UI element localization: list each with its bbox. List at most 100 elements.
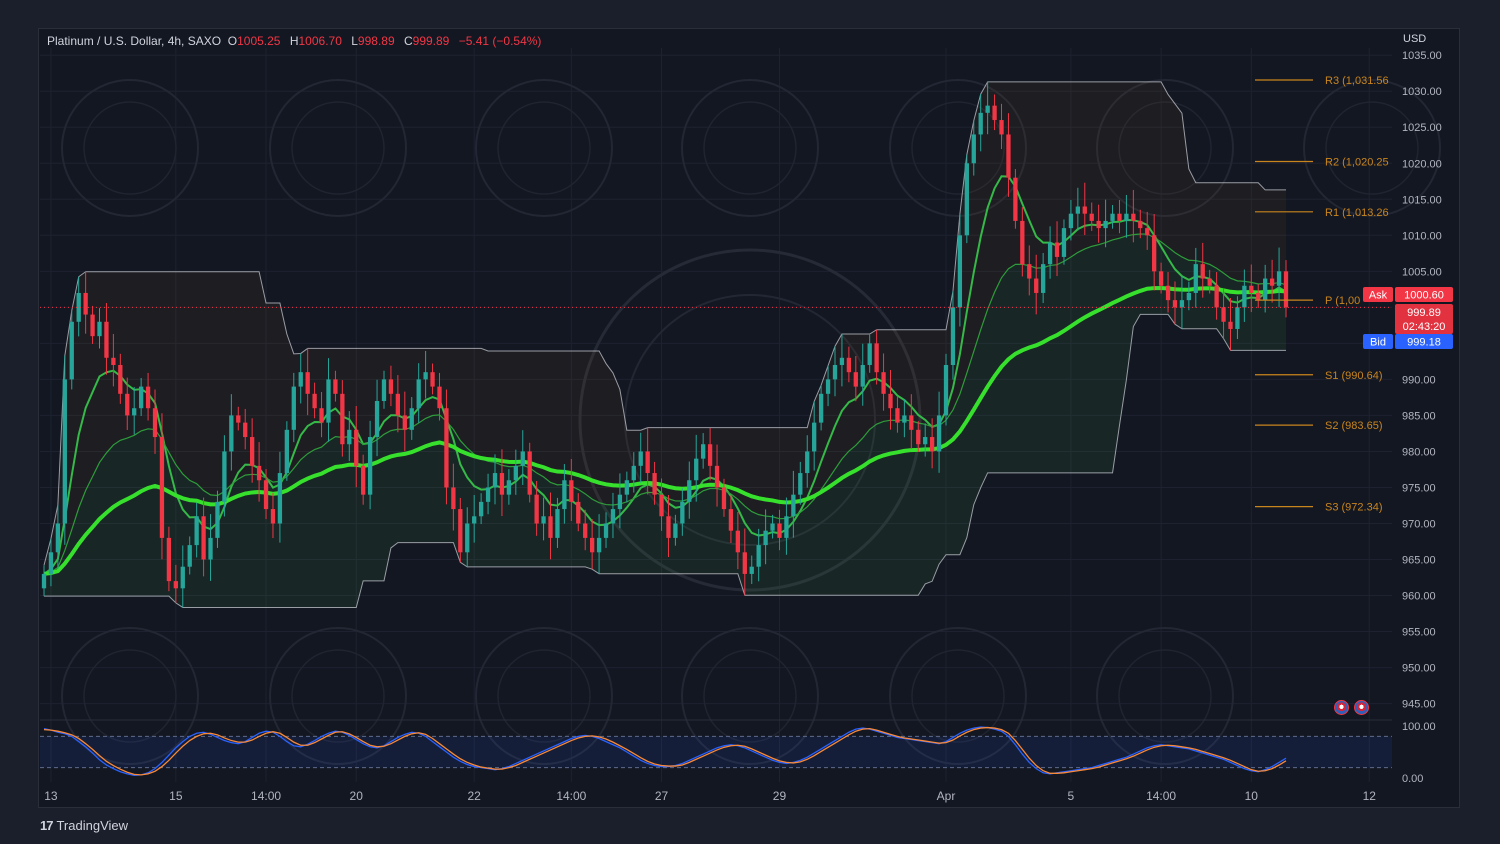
candle-body[interactable] — [416, 379, 421, 409]
candle-body[interactable] — [159, 437, 165, 538]
candle-body[interactable] — [83, 292, 88, 315]
candle-body[interactable] — [701, 444, 706, 459]
candle-body[interactable] — [839, 357, 845, 365]
candle-body[interactable] — [1061, 228, 1067, 257]
candle-body[interactable] — [1179, 300, 1185, 308]
candle-body[interactable] — [62, 379, 67, 524]
candle-body[interactable] — [950, 307, 956, 365]
candle-body[interactable] — [201, 516, 206, 560]
candle-body[interactable] — [236, 415, 241, 423]
candle-body[interactable] — [971, 134, 976, 164]
candle-body[interactable] — [818, 393, 824, 423]
candle-body[interactable] — [735, 530, 741, 553]
candle-body[interactable] — [1082, 206, 1087, 214]
candle-body[interactable] — [742, 552, 747, 574]
candle-body[interactable] — [777, 523, 782, 538]
candle-body[interactable] — [1214, 285, 1219, 308]
candle-body[interactable] — [860, 364, 865, 387]
candle-body[interactable] — [680, 501, 685, 524]
candle-body[interactable] — [437, 386, 442, 409]
candle-body[interactable] — [354, 429, 359, 466]
candle-body[interactable] — [832, 364, 838, 380]
candle-body[interactable] — [978, 112, 983, 135]
candle-body[interactable] — [76, 292, 81, 322]
candle-body[interactable] — [277, 473, 283, 524]
candle-body[interactable] — [659, 494, 664, 517]
candle-body[interactable] — [104, 321, 109, 358]
candle-body[interactable] — [1006, 134, 1011, 178]
candle-body[interactable] — [909, 415, 914, 430]
candle-body[interactable] — [458, 509, 463, 553]
candle-body[interactable] — [1020, 220, 1025, 265]
candle-body[interactable] — [728, 509, 734, 531]
candle-body[interactable] — [388, 379, 394, 394]
candle-body[interactable] — [687, 480, 692, 502]
candle-body[interactable] — [173, 581, 178, 589]
candle-body[interactable] — [208, 537, 213, 560]
candle-body[interactable] — [478, 501, 484, 517]
candle-body[interactable] — [846, 357, 852, 373]
candle-body[interactable] — [374, 401, 380, 438]
candle-body[interactable] — [270, 509, 276, 524]
candle-body[interactable] — [215, 501, 220, 538]
candle-body[interactable] — [48, 552, 54, 574]
candle-body[interactable] — [41, 573, 47, 589]
candle-body[interactable] — [138, 386, 144, 409]
candle-body[interactable] — [541, 516, 546, 524]
candle-body[interactable] — [166, 537, 172, 582]
candle-body[interactable] — [520, 451, 525, 466]
candle-body[interactable] — [1158, 271, 1164, 286]
candle-body[interactable] — [1131, 213, 1136, 221]
candle-body[interactable] — [714, 465, 720, 488]
candle-body[interactable] — [603, 523, 609, 538]
candle-body[interactable] — [1172, 300, 1178, 308]
candle-body[interactable] — [472, 516, 477, 524]
candle-body[interactable] — [97, 321, 102, 337]
candle-body[interactable] — [874, 343, 879, 373]
candle-body[interactable] — [55, 523, 61, 553]
candle-body[interactable] — [298, 372, 303, 387]
candle-body[interactable] — [1193, 264, 1198, 293]
candle-body[interactable] — [152, 408, 158, 438]
candle-body[interactable] — [645, 451, 650, 474]
candle-body[interactable] — [576, 501, 581, 524]
candle-body[interactable] — [707, 444, 713, 466]
candle-body[interactable] — [1110, 213, 1115, 221]
candle-body[interactable] — [444, 408, 449, 488]
candle-body[interactable] — [923, 437, 928, 445]
candle-body[interactable] — [562, 480, 567, 510]
candle-body[interactable] — [1027, 264, 1032, 279]
candle-body[interactable] — [1152, 235, 1157, 272]
candle-body[interactable] — [673, 523, 678, 538]
candle-body[interactable] — [506, 480, 512, 495]
candle-body[interactable] — [999, 120, 1004, 135]
candle-body[interactable] — [256, 465, 262, 481]
candle-body[interactable] — [1103, 220, 1108, 229]
candle-body[interactable] — [180, 566, 185, 589]
candle-body[interactable] — [69, 321, 74, 380]
candle-body[interactable] — [430, 372, 435, 387]
candle-body[interactable] — [694, 458, 699, 481]
candle-body[interactable] — [381, 379, 387, 402]
candle-body[interactable] — [624, 480, 629, 495]
candle-body[interactable] — [284, 429, 290, 474]
candle-body[interactable] — [867, 343, 872, 365]
candle-body[interactable] — [610, 509, 616, 524]
candle-body[interactable] — [194, 516, 199, 546]
candle-body[interactable] — [409, 408, 414, 430]
candle-body[interactable] — [1228, 321, 1233, 329]
candle-body[interactable] — [222, 451, 227, 502]
candle-body[interactable] — [631, 465, 636, 481]
candle-body[interactable] — [825, 379, 831, 394]
candle-body[interactable] — [1117, 213, 1122, 221]
candle-body[interactable] — [555, 509, 560, 538]
candle-body[interactable] — [957, 235, 963, 308]
candle-body[interactable] — [881, 372, 886, 394]
candle-body[interactable] — [791, 494, 796, 517]
candle-body[interactable] — [1040, 264, 1046, 293]
candle-body[interactable] — [596, 537, 602, 553]
candle-body[interactable] — [423, 372, 428, 380]
candle-body[interactable] — [853, 372, 858, 387]
candle-body[interactable] — [749, 566, 754, 574]
